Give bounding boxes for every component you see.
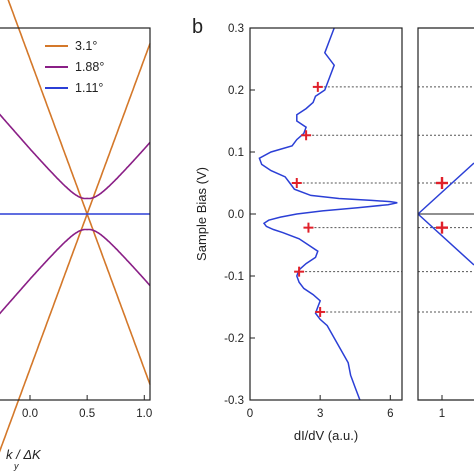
panel-c-upper-cone: [417, 162, 474, 215]
panel-b-peak-guides: [250, 86, 402, 313]
panel-a-x-ticks: 0.0 0.5 1.0: [22, 395, 152, 420]
panel-b-y-tick-label: 0.3: [228, 23, 244, 35]
panel-a-legend: 3.1° 1.88° 1.11°: [45, 39, 104, 95]
panel-b-x-ticks: 0 3 6: [247, 395, 394, 420]
panel-b-y-ticks: -0.3 -0.2 -0.1 0.0 0.1 0.2 0.3: [224, 23, 255, 407]
panel-a-frame: [0, 27, 151, 401]
panel-a-x-tick-label: 0.5: [79, 408, 95, 420]
panel-b-y-tick-label: 0.2: [228, 85, 244, 97]
legend-label-3.1: 3.1°: [75, 39, 97, 53]
series-1-upper-band: [0, 113, 151, 200]
panel-a-x-tick-label: 0.0: [22, 408, 38, 420]
panel-b-frame: [249, 27, 403, 401]
panel-c: 1: [417, 27, 474, 420]
panel-b-y-tick-label: -0.3: [224, 395, 244, 407]
panel-a-series: [0, 0, 151, 453]
panel-b-x-tick-label: 6: [387, 408, 393, 420]
panel-c-lower-cone: [417, 213, 474, 266]
panel-b-y-tick-label: -0.1: [224, 271, 244, 283]
panel-b-x-tick-label: 3: [317, 408, 323, 420]
series-0-lower-band: [0, 211, 151, 453]
panel-a-x-axis-label: k / ΔK: [6, 447, 42, 462]
panel-b-y-tick-label: 0.0: [228, 209, 244, 221]
panel-c-x-ticks: 1: [439, 395, 445, 420]
panel-b-peak-markers: [291, 81, 326, 317]
panel-b-x-tick-label: 0: [247, 408, 253, 420]
panel-b-y-axis-label: Sample Bias (V): [194, 167, 209, 261]
panel-a-x-tick-label: 1.0: [136, 408, 152, 420]
panel-b-y-tick-label: 0.1: [228, 147, 244, 159]
dIdV-spectrum-line: [258, 27, 398, 401]
panel-b-y-tick-label: -0.2: [224, 333, 244, 345]
panel-c-x-tick-label: 1: [439, 408, 445, 420]
legend-label-1.88: 1.88°: [75, 60, 104, 74]
series-1-lower-band: [0, 228, 151, 315]
panel-c-peak-markers: [436, 177, 448, 234]
panel-c-peak-guides: [418, 86, 474, 313]
panel-b: b -0.3 -0.2 -0.1 0.0 0.1 0.2 0.3 0 3 6 Sample Bi…: [192, 16, 403, 443]
panel-c-frame: [417, 27, 474, 401]
panel-a: 0.0 0.5 1.0 3.1° 1.88° 1.11° k / ΔK y: [0, 0, 152, 471]
panel-b-x-axis-label: dI/dV (a.u.): [294, 428, 358, 443]
legend-label-1.11: 1.11°: [75, 81, 103, 95]
panel-a-x-axis-subscript: y: [13, 461, 19, 471]
panel-b-letter: b: [192, 16, 203, 38]
series-0-upper-band: [7, 0, 151, 217]
